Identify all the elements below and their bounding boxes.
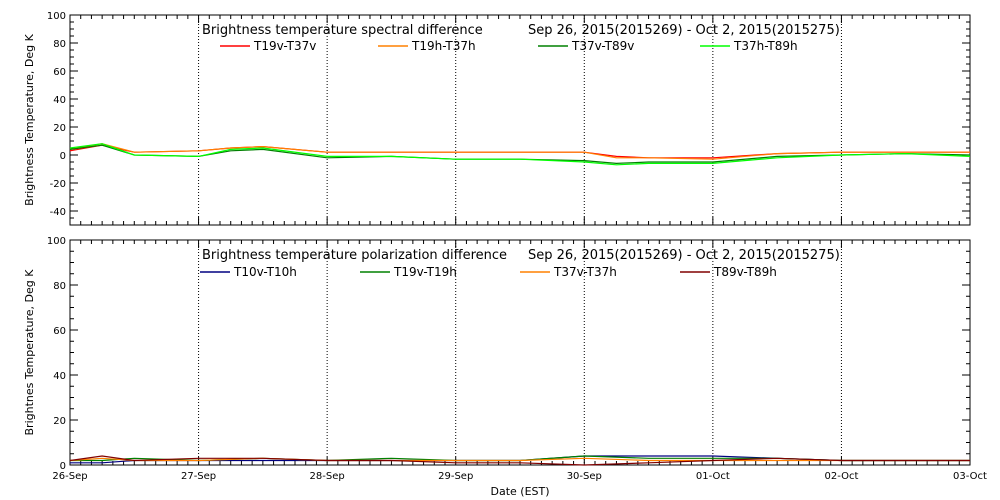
legend-label: T10v-T10h [233, 265, 297, 279]
y-tick-label: -20 [50, 179, 66, 190]
chart-date-range: Sep 26, 2015(2015269) - Oct 2, 2015(2015… [528, 23, 840, 38]
chart-title: Brightness temperature spectral differen… [202, 23, 483, 38]
plot-frame [69, 14, 971, 226]
legend-label: T37v-T89v [571, 39, 634, 53]
plot-frame [69, 239, 971, 466]
legend-label: T19v-T37v [253, 39, 316, 53]
x-tick-label: 29-Sep [438, 471, 473, 482]
y-tick-label: 20 [53, 123, 66, 134]
x-tick-label: 02-Oct [824, 471, 858, 482]
y-tick-label: 60 [53, 67, 66, 78]
x-tick-label: 03-Oct [953, 471, 987, 482]
x-tick-label: 28-Sep [310, 471, 345, 482]
y-tick-label: 100 [47, 11, 66, 22]
spectral-difference-panel: -40 -20 0 20 40 60 80 100 Brightness Temperature… [23, 11, 971, 226]
series-line-t19v-t37v [69, 144, 970, 159]
polarization-difference-panel: 26-Sep 27-Sep 28-Sep 29-Sep 30-Sep 01-Oct 02-O… [23, 236, 987, 482]
series-line-t37h-t89h [69, 143, 971, 166]
y-tick-label: 40 [53, 95, 66, 106]
legend-label: T19h-T37h [411, 39, 476, 53]
y-axis-label: Brightness Temperature, Deg K [23, 33, 36, 205]
x-tick-label: 30-Sep [567, 471, 602, 482]
chart-date-range: Sep 26, 2015(2015269) - Oct 2, 2015(2015… [528, 248, 840, 263]
legend-label: T37h-T89h [733, 39, 798, 53]
legend-label: T37v-T37h [553, 265, 617, 279]
x-tick-label: 26-Sep [52, 471, 87, 482]
series-line-t37v-t37h [69, 457, 970, 462]
series-line-t89v-t89h [69, 455, 970, 466]
series-line-t19h-t37h [69, 143, 970, 160]
y-axis-label: Brightnes Temperature, Deg K [23, 269, 36, 436]
y-tick-label: 80 [53, 281, 66, 292]
y-tick-label: -40 [50, 207, 66, 218]
y-tick-label: 60 [53, 326, 66, 337]
legend-label: T89v-T89h [713, 265, 777, 279]
legend-label: T19v-T19h [393, 265, 457, 279]
x-tick-label: 27-Sep [181, 471, 216, 482]
series-line-t37v-t89v [69, 144, 971, 165]
x-axis-label: Date (EST) [490, 485, 549, 498]
y-tick-label: 40 [53, 371, 66, 382]
y-tick-label: 100 [47, 236, 66, 247]
y-tick-label: 0 [60, 461, 66, 472]
chart-title: Brightness temperature polarization diff… [202, 248, 507, 263]
x-tick-label: 01-Oct [696, 471, 730, 482]
y-tick-label: 20 [53, 416, 66, 427]
y-tick-label: 80 [53, 39, 66, 50]
y-tick-label: 0 [60, 151, 66, 162]
